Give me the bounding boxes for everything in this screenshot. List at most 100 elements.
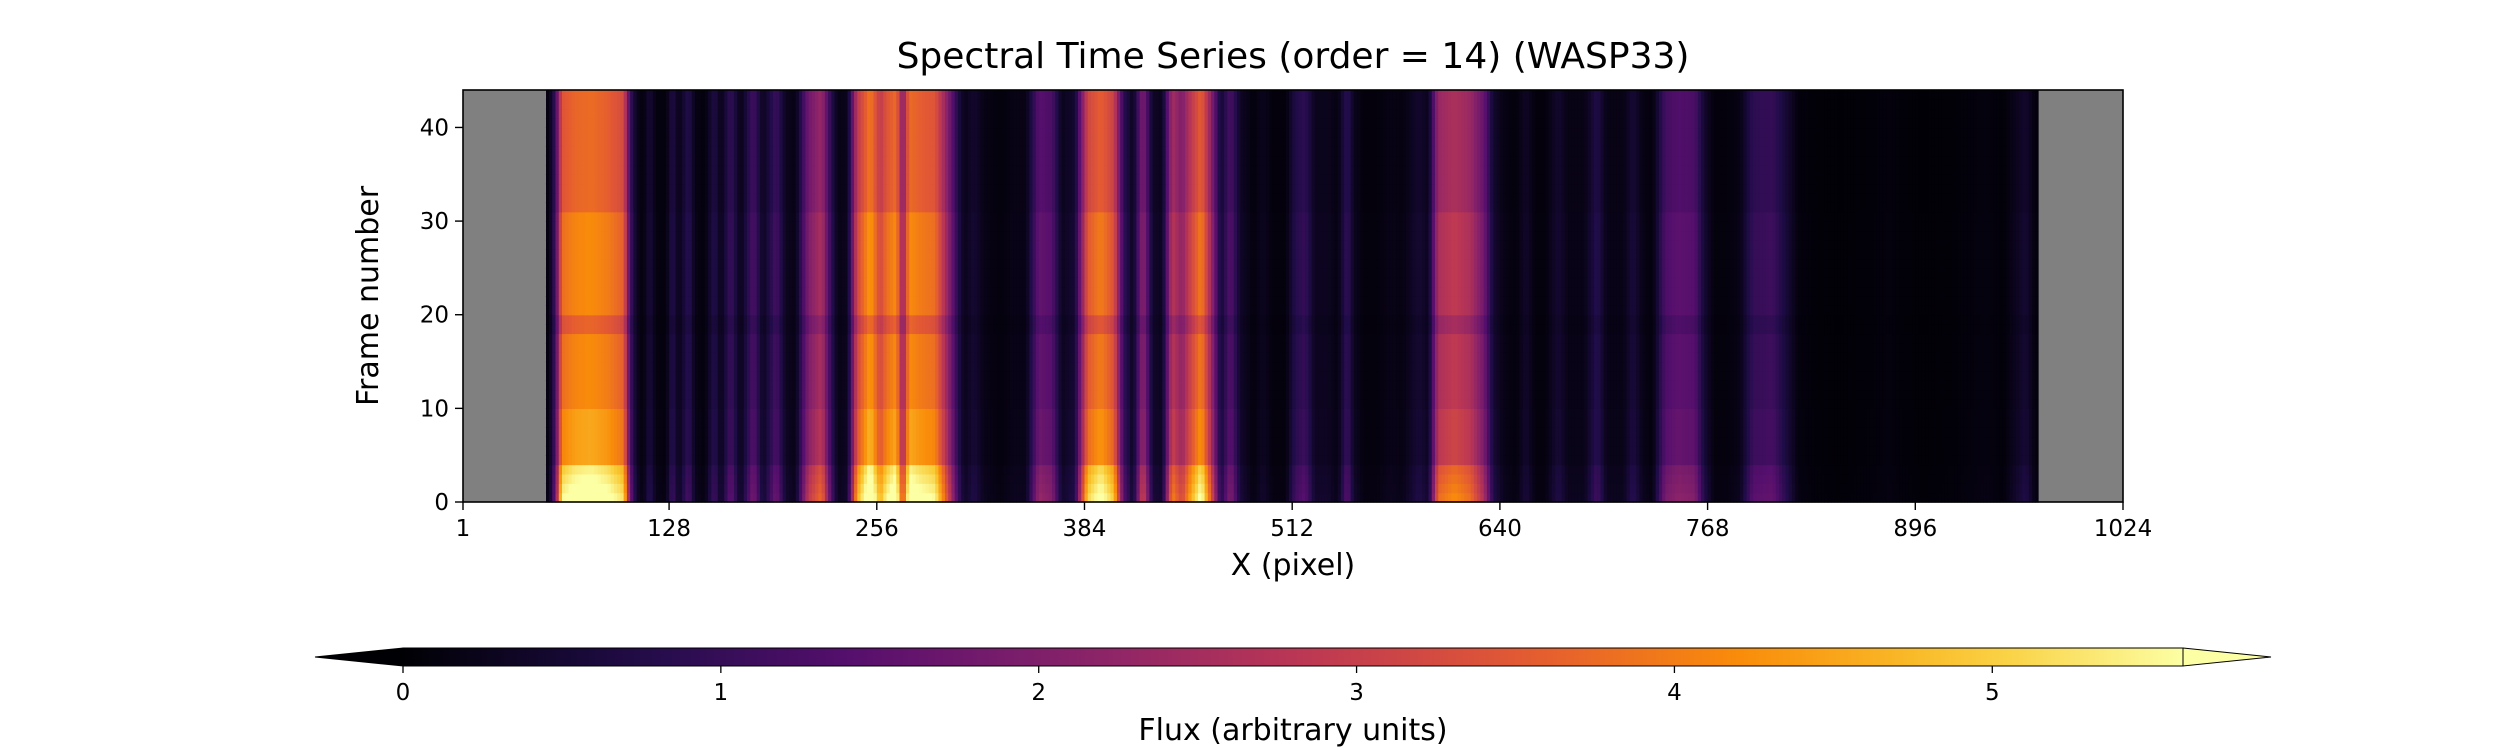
- heatmap-cell: [1042, 492, 1047, 503]
- heatmap-cell: [1269, 427, 1274, 438]
- heatmap-cell: [967, 399, 972, 409]
- heatmap-cell: [1155, 445, 1160, 456]
- heatmap-cell: [1895, 455, 1900, 466]
- heatmap-cell: [1000, 455, 1004, 466]
- heatmap-cell: [944, 408, 949, 419]
- heatmap-cell: [1409, 492, 1413, 503]
- heatmap-cell: [1535, 483, 1540, 494]
- heatmap-cell: [1301, 408, 1306, 419]
- heatmap-cell: [682, 464, 686, 475]
- heatmap-cell: [1993, 455, 1998, 466]
- heatmap-cell: [1318, 399, 1322, 409]
- heatmap-cell: [1951, 436, 1955, 447]
- heatmap-cell: [1681, 483, 1686, 494]
- heatmap-cell: [1181, 464, 1186, 475]
- heatmap-cell: [1710, 408, 1715, 419]
- heatmap-cell: [1603, 427, 1608, 438]
- heatmap-cell: [1743, 492, 1748, 503]
- heatmap-cell: [1561, 455, 1566, 466]
- heatmap-cell: [815, 473, 819, 484]
- heatmap-cell: [1493, 492, 1498, 503]
- heatmap-cell: [597, 445, 602, 456]
- heatmap-cell: [1941, 408, 1946, 419]
- heatmap-cell: [574, 399, 579, 409]
- heatmap-cell: [1107, 483, 1112, 494]
- heatmap-cell: [1772, 455, 1777, 466]
- heatmap-cell: [854, 399, 858, 409]
- heatmap-cell: [1256, 408, 1261, 419]
- heatmap-cell: [2012, 464, 2017, 475]
- heatmap-cell: [701, 417, 706, 428]
- heatmap-cell: [993, 445, 998, 456]
- heatmap-cell: [1597, 483, 1602, 494]
- heatmap-cell: [1016, 436, 1021, 447]
- heatmap-cell: [1671, 473, 1676, 484]
- heatmap-cell: [1347, 408, 1352, 419]
- heatmap-cell: [1217, 455, 1222, 466]
- heatmap-cell: [1843, 473, 1848, 484]
- heatmap-cell: [620, 483, 625, 494]
- heatmap-cell: [1454, 455, 1459, 466]
- heatmap-cell: [1522, 492, 1527, 503]
- heatmap-cell: [1116, 408, 1121, 419]
- heatmap-cell: [620, 492, 625, 503]
- heatmap-cell: [1840, 445, 1845, 456]
- heatmap-cell: [824, 436, 829, 447]
- heatmap-cell: [1139, 483, 1144, 494]
- heatmap-cell: [649, 492, 654, 503]
- heatmap-cell: [1506, 455, 1511, 466]
- heatmap-cell: [1165, 427, 1170, 438]
- heatmap-cell: [678, 455, 683, 466]
- heatmap-cell: [1464, 464, 1469, 475]
- heatmap-cell: [1798, 483, 1803, 494]
- heatmap-cell: [1684, 473, 1689, 484]
- heatmap-cell: [1373, 464, 1378, 475]
- heatmap-cell: [730, 399, 735, 409]
- heatmap-cell: [1512, 445, 1517, 456]
- heatmap-cell: [1655, 408, 1660, 419]
- heatmap-cell: [1298, 455, 1303, 466]
- heatmap-cell: [1168, 464, 1173, 475]
- heatmap-cell: [743, 436, 748, 447]
- heatmap-cell: [1454, 492, 1459, 503]
- heatmap-cell: [860, 473, 865, 484]
- heatmap-cell: [1892, 492, 1897, 503]
- heatmap-cell: [1840, 483, 1845, 494]
- heatmap-cell: [1146, 492, 1150, 503]
- heatmap-cell: [918, 483, 923, 494]
- heatmap-cell: [1928, 483, 1933, 494]
- heatmap-cell: [938, 483, 943, 494]
- heatmap-cell: [1619, 483, 1624, 494]
- heatmap-cell: [2028, 483, 2033, 494]
- heatmap-cell: [1691, 436, 1696, 447]
- heatmap-cell: [792, 436, 797, 447]
- heatmap-cell: [847, 483, 852, 494]
- heatmap-cell: [1240, 445, 1245, 456]
- heatmap-cell: [954, 483, 959, 494]
- heatmap-cell: [626, 473, 631, 484]
- heatmap-cell: [1717, 492, 1722, 503]
- heatmap-cell: [1288, 427, 1293, 438]
- heatmap-cell: [948, 483, 953, 494]
- heatmap-cell: [1850, 436, 1855, 447]
- heatmap-cell: [1801, 427, 1806, 438]
- heatmap-cell: [1775, 408, 1780, 419]
- heatmap-cell: [1668, 464, 1673, 475]
- heatmap-cell: [1597, 417, 1602, 428]
- heatmap-cell: [558, 483, 563, 494]
- heatmap-cell: [1564, 417, 1569, 428]
- heatmap-cell: [1327, 464, 1332, 475]
- heatmap-cell: [636, 483, 641, 494]
- heatmap-cell: [591, 417, 596, 428]
- heatmap-cell: [1701, 492, 1705, 503]
- heatmap-cell: [630, 399, 634, 409]
- heatmap-cell: [737, 436, 742, 447]
- heatmap-cell: [948, 464, 953, 475]
- heatmap-cell: [798, 408, 803, 419]
- heatmap-cell: [1989, 473, 1994, 484]
- heatmap-cell: [1915, 492, 1920, 503]
- heatmap-cell: [1694, 436, 1699, 447]
- heatmap-cell: [1376, 464, 1381, 475]
- heatmap-cell: [1370, 408, 1374, 419]
- heatmap-cell: [1610, 464, 1615, 475]
